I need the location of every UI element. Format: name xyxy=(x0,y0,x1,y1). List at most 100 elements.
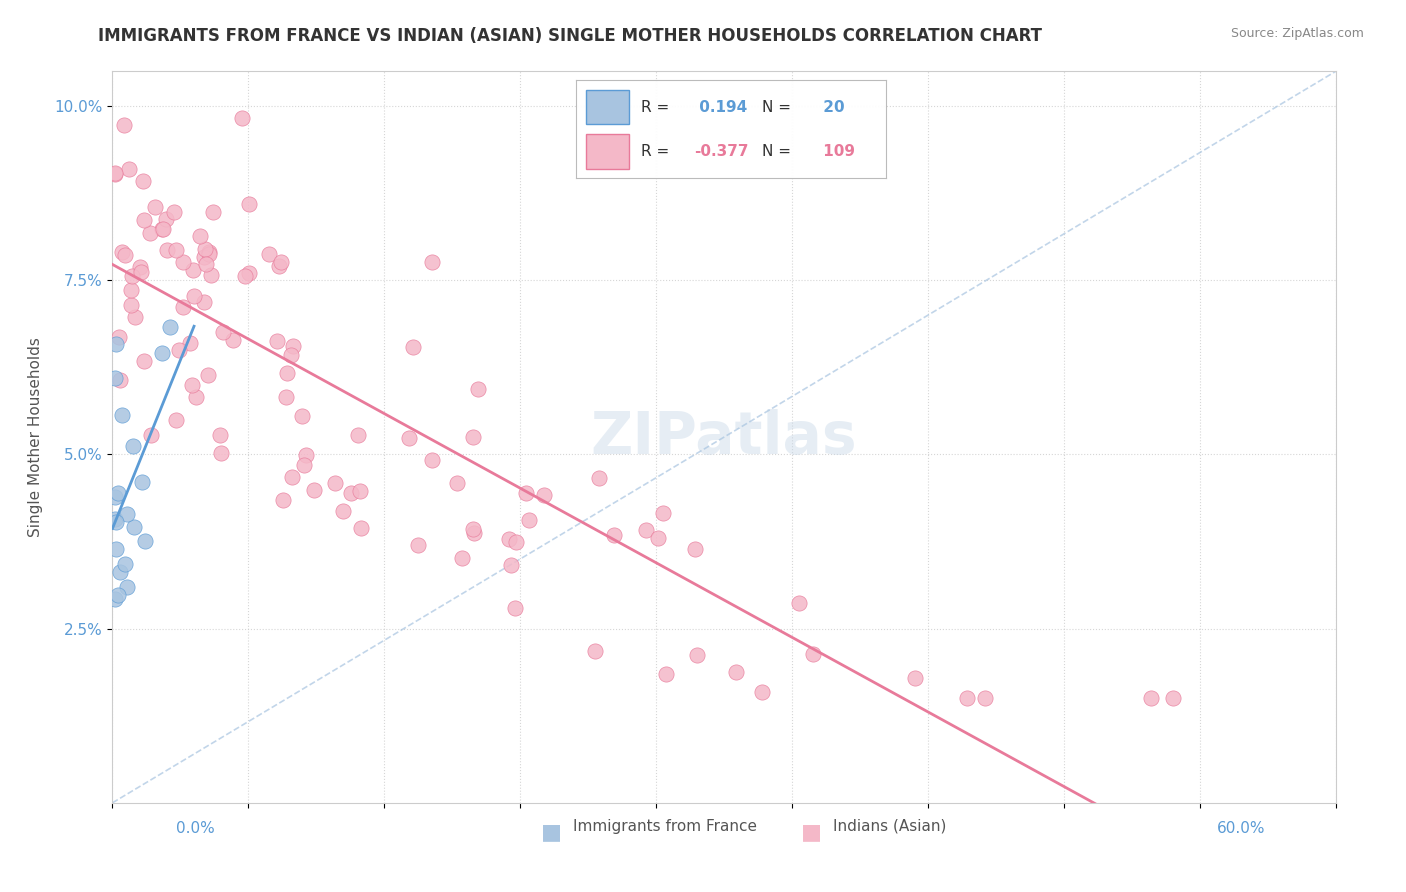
Point xyxy=(683,542,706,557)
Point xyxy=(138,227,160,241)
Point xyxy=(111,408,134,422)
Point xyxy=(267,259,290,273)
Point xyxy=(181,378,204,392)
Point xyxy=(134,534,156,549)
Point xyxy=(129,265,152,279)
Point xyxy=(139,428,162,442)
Point xyxy=(132,212,155,227)
Point xyxy=(117,507,139,521)
Point xyxy=(104,512,127,526)
Point xyxy=(463,522,485,536)
Point xyxy=(422,453,444,467)
Point xyxy=(132,354,155,368)
Point xyxy=(186,390,208,404)
Point xyxy=(107,588,129,602)
Point xyxy=(131,174,153,188)
Point xyxy=(517,513,540,527)
Y-axis label: Single Mother Households: Single Mother Households xyxy=(28,337,44,537)
Point xyxy=(179,335,201,350)
Text: -0.377: -0.377 xyxy=(695,145,748,160)
Text: ■: ■ xyxy=(801,822,823,842)
Point xyxy=(110,373,132,387)
Text: IMMIGRANTS FROM FRANCE VS INDIAN (ASIAN) SINGLE MOTHER HOUSEHOLDS CORRELATION CH: IMMIGRANTS FROM FRANCE VS INDIAN (ASIAN)… xyxy=(98,27,1042,45)
Point xyxy=(103,168,125,182)
Point xyxy=(420,255,443,269)
Point xyxy=(105,515,128,529)
Point xyxy=(124,310,146,324)
Point xyxy=(156,243,179,257)
Point xyxy=(655,667,678,681)
Point xyxy=(467,382,489,396)
Point xyxy=(131,475,153,489)
Point xyxy=(107,486,129,500)
Point xyxy=(233,268,256,283)
Point xyxy=(270,254,292,268)
Point xyxy=(121,439,143,453)
Point xyxy=(340,485,363,500)
Point xyxy=(103,166,125,180)
Point xyxy=(257,247,280,261)
Point xyxy=(103,591,125,606)
Point xyxy=(165,413,187,427)
Text: N =: N = xyxy=(762,145,792,160)
Point xyxy=(406,538,429,552)
Point xyxy=(165,243,187,257)
Point xyxy=(114,248,136,262)
Point xyxy=(195,257,218,271)
Point xyxy=(112,118,135,132)
Point xyxy=(150,346,173,360)
Point xyxy=(212,326,235,340)
Text: 109: 109 xyxy=(818,145,855,160)
Point xyxy=(588,470,610,484)
Point xyxy=(801,647,824,661)
Bar xyxy=(586,134,628,169)
Point xyxy=(291,409,314,423)
Text: R =: R = xyxy=(641,100,669,115)
Point xyxy=(451,550,474,565)
Point xyxy=(145,201,167,215)
Point xyxy=(197,368,219,382)
Point xyxy=(505,535,527,549)
Point xyxy=(292,458,315,472)
Point xyxy=(104,337,127,351)
Point xyxy=(181,262,204,277)
Point xyxy=(117,162,139,177)
Point xyxy=(603,527,626,541)
Point xyxy=(104,371,127,385)
Point xyxy=(636,523,658,537)
Bar xyxy=(586,90,628,124)
Point xyxy=(1161,691,1184,706)
Point xyxy=(114,558,136,572)
Text: 20: 20 xyxy=(818,100,845,115)
Point xyxy=(107,330,129,344)
Point xyxy=(238,266,260,280)
Text: N =: N = xyxy=(762,100,792,115)
Text: Source: ZipAtlas.com: Source: ZipAtlas.com xyxy=(1230,27,1364,40)
Point xyxy=(188,229,211,244)
Point xyxy=(463,525,485,540)
Point xyxy=(209,427,232,442)
Point xyxy=(120,283,142,297)
Point xyxy=(283,339,305,353)
Point xyxy=(202,205,225,219)
Point xyxy=(169,343,191,357)
Point xyxy=(194,242,217,256)
Point xyxy=(515,486,537,500)
Point xyxy=(302,483,325,497)
Point xyxy=(498,533,520,547)
Point xyxy=(122,520,145,534)
Point xyxy=(446,476,468,491)
Point xyxy=(120,298,142,312)
Point xyxy=(787,595,810,609)
Point xyxy=(974,691,997,706)
Text: 60.0%: 60.0% xyxy=(1218,821,1265,836)
Point xyxy=(280,348,302,362)
Point xyxy=(200,268,222,282)
Point xyxy=(956,691,979,706)
Point xyxy=(583,644,606,658)
Point xyxy=(398,431,420,445)
Point xyxy=(349,483,371,498)
Point xyxy=(533,488,555,502)
Point xyxy=(281,469,304,483)
Point xyxy=(725,665,748,679)
